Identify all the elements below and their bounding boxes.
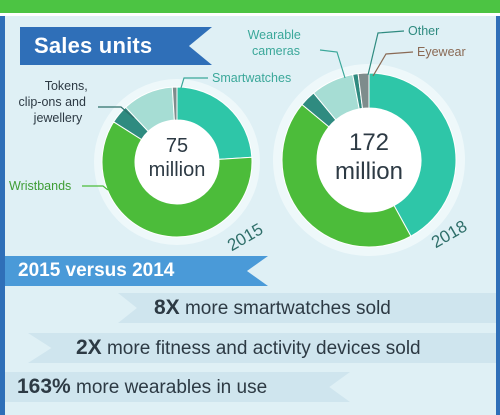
donut-2018-center-value: 172 bbox=[349, 129, 389, 156]
label-wristbands: Wristbands bbox=[9, 179, 71, 193]
comparison-row-2-figure: 2X bbox=[76, 336, 102, 359]
comparison-row-1-figure: 8X bbox=[154, 296, 180, 319]
donut-2015-center-unit: million bbox=[149, 159, 206, 181]
comparison-row-3-description: more wearables in use bbox=[76, 377, 268, 398]
comparison-row-3-figure: 163% bbox=[17, 375, 71, 398]
leader-tokens bbox=[98, 106, 135, 119]
donut-chart-2018: 172 million 2018 Wearable cameras Other … bbox=[248, 24, 470, 256]
comparison-row-1-description: more smartwatches sold bbox=[184, 298, 391, 319]
label-smartwatches: Smartwatches bbox=[212, 71, 291, 85]
leader-eyewear bbox=[372, 51, 414, 77]
donut-hole bbox=[317, 108, 421, 212]
left-border bbox=[0, 0, 5, 415]
label-wearable-cameras: Wearable cameras bbox=[248, 28, 305, 58]
label-tokens-line-2: clip-ons and bbox=[19, 95, 86, 109]
donut-2015-slices bbox=[94, 79, 260, 245]
leader-wristbands bbox=[82, 185, 109, 191]
page-title: Sales units bbox=[34, 33, 153, 58]
leader-wearable-cameras bbox=[319, 49, 346, 79]
label-other: Other bbox=[408, 24, 439, 38]
label-tokens-line-1: Tokens, bbox=[45, 79, 88, 93]
label-eyewear: Eyewear bbox=[417, 45, 466, 59]
title-banner bbox=[20, 27, 212, 65]
comparison-row-3-text: 163% more wearables in use bbox=[17, 372, 267, 402]
donut-charts: 75 million 2015 Smartwatches Tokens, cli… bbox=[9, 24, 470, 256]
label-tokens-line-3: jewellery bbox=[33, 111, 83, 125]
right-border bbox=[496, 0, 500, 415]
top-divider bbox=[0, 13, 500, 16]
comparison-row-2-description: more fitness and activity devices sold bbox=[106, 338, 421, 359]
donut-chart-2015: 75 million 2015 Smartwatches Tokens, cli… bbox=[9, 71, 291, 255]
donut-2018-center-unit: million bbox=[335, 158, 403, 185]
comparison-heading-banner: 2015 versus 2014 bbox=[5, 256, 268, 286]
label-wearable-cameras-line-1: Wearable bbox=[248, 28, 301, 42]
comparison-row-2-text: 2X more fitness and activity devices sol… bbox=[76, 333, 421, 363]
top-green-bar bbox=[0, 0, 500, 13]
comparison-row-3: 163% more wearables in use bbox=[5, 372, 350, 402]
leader-smartwatches bbox=[180, 77, 208, 89]
comparison-row-1: 8X more smartwatches sold bbox=[118, 293, 496, 323]
comparison-row-2: 2X more fitness and activity devices sol… bbox=[28, 333, 496, 363]
donut-2015-center-value: 75 bbox=[166, 135, 188, 157]
label-wearable-cameras-line-2: cameras bbox=[252, 44, 300, 58]
comparison-heading: 2015 versus 2014 bbox=[18, 260, 175, 281]
label-tokens: Tokens, clip-ons and jewellery bbox=[19, 79, 92, 125]
donut-hole bbox=[135, 120, 219, 204]
comparison-row-1-text: 8X more smartwatches sold bbox=[154, 293, 391, 323]
leader-other bbox=[367, 30, 405, 76]
donut-2018-slices bbox=[273, 64, 465, 256]
